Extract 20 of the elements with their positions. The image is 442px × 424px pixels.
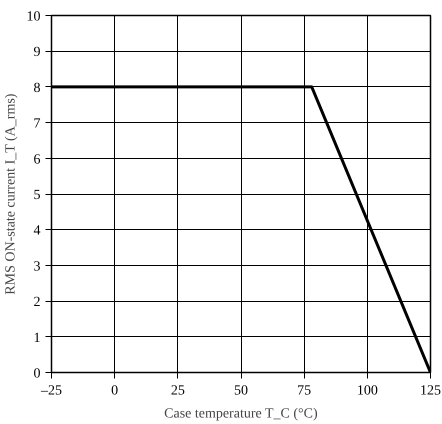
y-axis-title: RMS ON-state current I_T (A_rms) [4,93,18,295]
x-tick-label: –25 [40,384,62,398]
y-tick-label: 0 [34,366,40,382]
y-tick-label: 8 [34,80,40,96]
x-axis-title: Case temperature T_C (°C) [164,406,318,422]
y-tick-label: 6 [34,152,40,168]
x-tick-label: 100 [356,384,378,398]
y-tick-label: 4 [34,224,40,239]
y-tick-label: 10 [26,10,40,24]
y-tick-label: 7 [34,116,40,132]
x-tick-label: 0 [111,384,118,398]
y-tick-label: 9 [34,45,40,60]
x-tick-label: 50 [234,384,248,398]
y-tick-label: 2 [34,295,40,310]
y-tick-label: 5 [34,188,40,203]
y-tick-label: 1 [34,330,40,346]
x-tick-label: 75 [297,384,312,398]
y-tick-label: 3 [34,259,40,274]
x-tick-label: 25 [170,384,185,398]
x-tick-label: 125 [420,384,441,398]
